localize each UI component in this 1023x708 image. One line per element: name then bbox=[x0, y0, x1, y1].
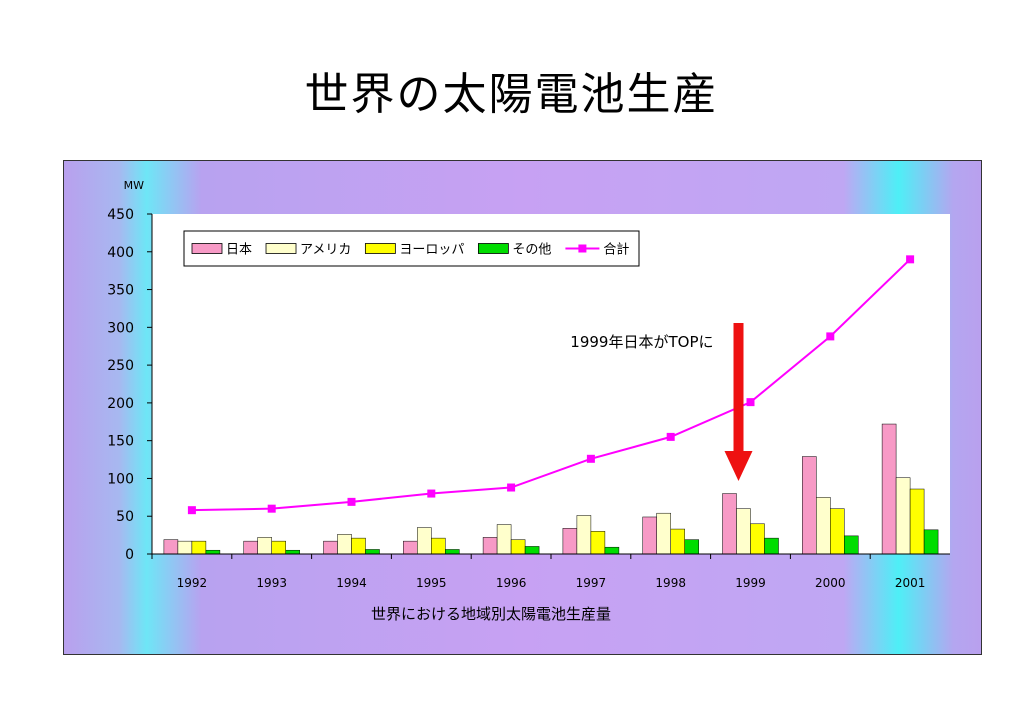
bar-ヨーロッパ-1994 bbox=[351, 537, 366, 555]
total-point-1999 bbox=[746, 398, 755, 407]
bar-アメリカ-2001 bbox=[895, 477, 911, 555]
bar-ヨーロッパ-1996 bbox=[510, 539, 526, 555]
bar-ヨーロッパ-1995 bbox=[431, 537, 446, 555]
total-point-1995 bbox=[427, 489, 436, 498]
total-point-2001 bbox=[906, 255, 915, 264]
legend-label-日本: 日本 bbox=[226, 243, 252, 258]
legend-swatch-その他 bbox=[477, 243, 509, 254]
bar-日本-1995 bbox=[403, 540, 418, 555]
chart-frame: 0 50 100 150 200 250 300 350 400 450 MW 1992 1993 199… bbox=[63, 160, 982, 655]
x-tick-label: 1998 bbox=[655, 576, 686, 590]
total-point-1992 bbox=[187, 506, 196, 515]
bar-アメリカ-1999 bbox=[736, 508, 751, 555]
legend-label-その他: その他 bbox=[512, 243, 551, 258]
production-chart: 0 50 100 150 200 250 300 350 400 450 MW 1992 1993 199… bbox=[107, 179, 950, 623]
x-tick-label: 1993 bbox=[256, 576, 287, 590]
legend-swatch-アメリカ bbox=[265, 243, 297, 254]
legend-swatch-日本 bbox=[191, 243, 223, 254]
y-tick-label: 300 bbox=[107, 320, 134, 336]
bar-日本-1998 bbox=[642, 516, 657, 555]
legend-label-アメリカ: アメリカ bbox=[300, 243, 351, 258]
bar-ヨーロッパ-2000 bbox=[830, 508, 845, 555]
bar-日本-1999 bbox=[722, 493, 737, 555]
y-tick-label: 100 bbox=[107, 471, 134, 487]
bar-アメリカ-1998 bbox=[656, 512, 671, 555]
bar-その他-2001 bbox=[923, 529, 939, 555]
x-tick-label: 1994 bbox=[336, 576, 367, 590]
annotation-arrow-head bbox=[724, 451, 753, 481]
legend-swatch-ヨーロッパ bbox=[364, 243, 396, 254]
bar-その他-1992 bbox=[205, 549, 221, 555]
y-tick-label: 400 bbox=[107, 245, 134, 261]
x-tick-label: 1992 bbox=[177, 576, 208, 590]
bar-ヨーロッパ-1997 bbox=[590, 531, 606, 555]
bar-その他-2000 bbox=[844, 535, 859, 555]
bar-その他-1999 bbox=[764, 537, 779, 555]
total-point-1996 bbox=[507, 483, 516, 492]
bar-その他-1998 bbox=[684, 539, 699, 555]
bar-アメリカ-1996 bbox=[496, 524, 512, 555]
y-tick-label: 0 bbox=[125, 547, 134, 563]
legend-label-ヨーロッパ: ヨーロッパ bbox=[399, 243, 464, 258]
bar-日本-2000 bbox=[802, 456, 817, 555]
annotation-arrow-shaft bbox=[733, 323, 744, 451]
x-tick-label: 2000 bbox=[815, 576, 846, 590]
bar-ヨーロッパ-1999 bbox=[750, 523, 765, 555]
bar-その他-1993 bbox=[285, 549, 300, 555]
bar-日本-1992 bbox=[163, 539, 179, 555]
y-tick-label: 450 bbox=[107, 207, 134, 223]
y-tick-label: 50 bbox=[116, 509, 134, 525]
total-point-2000 bbox=[826, 332, 835, 341]
bar-アメリカ-1992 bbox=[177, 540, 193, 555]
y-tick-label: 200 bbox=[107, 396, 134, 412]
x-tick-label: 2001 bbox=[895, 576, 926, 590]
bar-その他-1996 bbox=[524, 546, 540, 555]
legend-label-合計: 合計 bbox=[603, 242, 629, 258]
bar-アメリカ-1994 bbox=[337, 534, 352, 555]
bar-アメリカ-1993 bbox=[257, 537, 272, 555]
annotation-text: 1999年日本がTOPに bbox=[570, 333, 713, 351]
bar-アメリカ-2000 bbox=[816, 497, 831, 555]
bar-日本-1994 bbox=[323, 540, 338, 555]
total-line bbox=[191, 258, 911, 512]
x-tick-label: 1997 bbox=[576, 576, 607, 590]
total-point-1993 bbox=[267, 504, 276, 513]
x-tick-label: 1996 bbox=[496, 576, 527, 590]
bar-日本-2001 bbox=[881, 423, 897, 555]
bar-ヨーロッパ-1998 bbox=[670, 528, 685, 555]
total-point-1997 bbox=[586, 454, 595, 463]
y-unit-label: MW bbox=[124, 179, 144, 192]
bar-日本-1993 bbox=[243, 540, 258, 555]
x-axis-label: 世界における地域別太陽電池生産量 bbox=[371, 605, 611, 623]
y-tick-label: 350 bbox=[107, 283, 134, 299]
bar-その他-1997 bbox=[604, 546, 620, 555]
bar-日本-1996 bbox=[482, 537, 498, 555]
bar-アメリカ-1995 bbox=[417, 527, 432, 555]
y-tick-label: 250 bbox=[107, 358, 134, 374]
bar-アメリカ-1997 bbox=[576, 515, 592, 555]
y-tick-label: 150 bbox=[107, 434, 134, 450]
legend-marker-合計 bbox=[578, 244, 587, 253]
bar-ヨーロッパ-1992 bbox=[191, 540, 207, 555]
total-point-1994 bbox=[347, 497, 356, 506]
bar-ヨーロッパ-2001 bbox=[909, 488, 925, 555]
bar-ヨーロッパ-1993 bbox=[271, 540, 286, 555]
bar-その他-1994 bbox=[365, 549, 380, 555]
bar-日本-1997 bbox=[562, 528, 578, 555]
bar-その他-1995 bbox=[445, 549, 460, 555]
total-point-1998 bbox=[666, 432, 675, 441]
slide-title: 世界の太陽電池生産 bbox=[304, 69, 719, 120]
x-tick-label: 1999 bbox=[735, 576, 766, 590]
legend-box bbox=[183, 230, 640, 267]
x-tick-label: 1995 bbox=[416, 576, 447, 590]
